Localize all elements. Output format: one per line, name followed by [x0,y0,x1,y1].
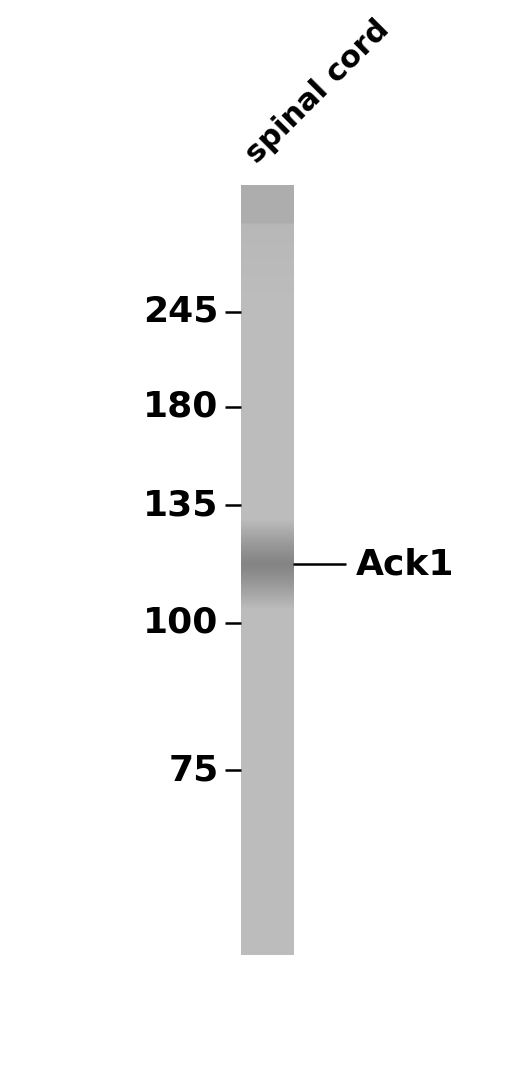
Text: 100: 100 [143,606,219,640]
Text: 180: 180 [143,390,219,424]
Text: 75: 75 [168,753,219,787]
Text: Ack1: Ack1 [356,547,454,581]
Text: 245: 245 [143,295,219,329]
Text: 135: 135 [143,488,219,522]
Text: spinal cord: spinal cord [241,14,395,169]
